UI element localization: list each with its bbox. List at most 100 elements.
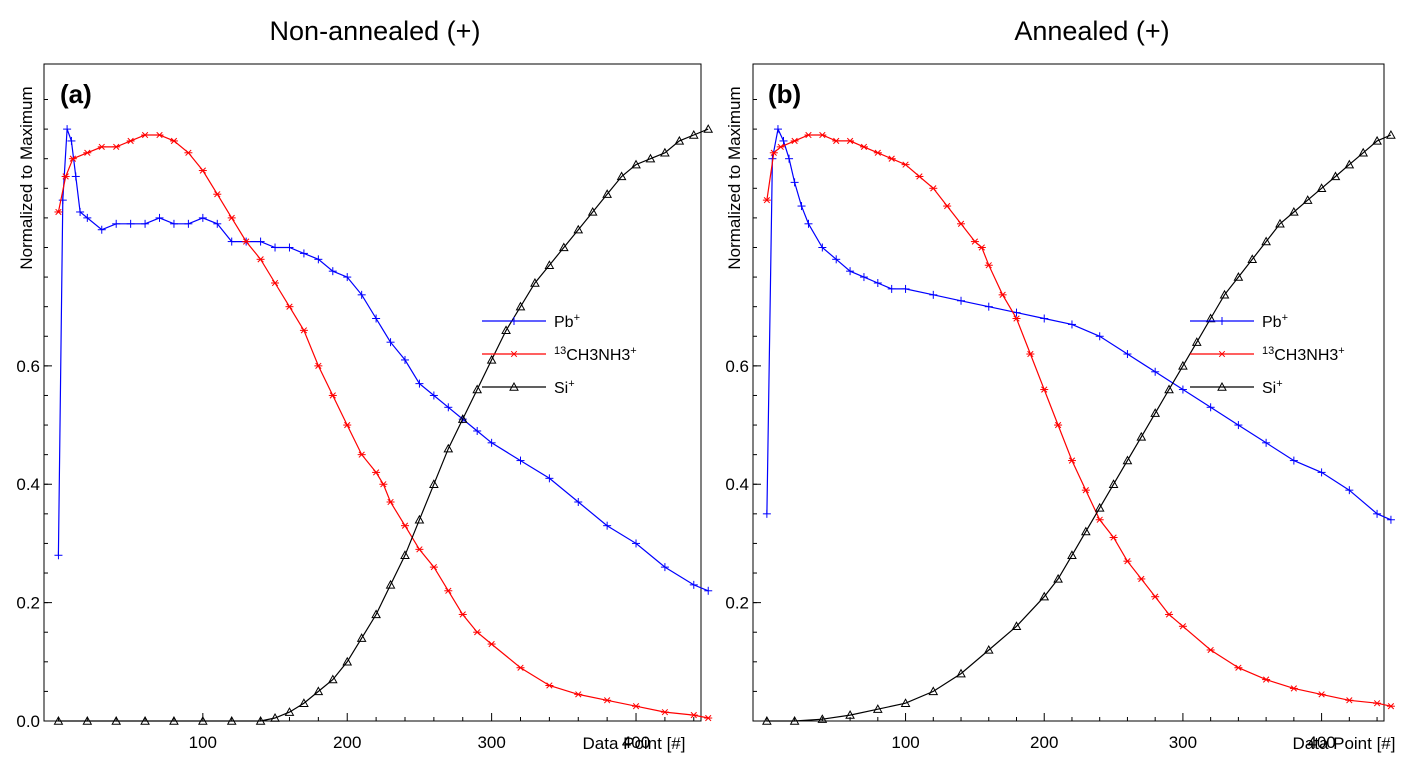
data-point [1039, 591, 1050, 601]
y-tick-label: 0.6 [725, 357, 749, 376]
series-layer [762, 125, 1396, 725]
panel-label: (b) [768, 79, 801, 109]
data-point [873, 279, 882, 287]
data-point [386, 498, 395, 506]
data-point [943, 202, 952, 210]
data-point [372, 314, 381, 323]
data-point [1275, 218, 1285, 228]
panel-annealed: Annealed (+) (b) Normalized to Maximum D… [725, 16, 1396, 753]
x-axis-label: Data Point [#] [582, 734, 685, 753]
series-line [58, 128, 709, 722]
data-point [1094, 502, 1105, 512]
data-point [126, 219, 135, 228]
data-point [1206, 646, 1215, 654]
data-point [141, 219, 150, 228]
data-point [530, 277, 540, 287]
data-point [400, 550, 410, 559]
data-point [587, 206, 598, 216]
data-point [1261, 236, 1271, 246]
data-point [1012, 315, 1021, 322]
data-point [1067, 320, 1076, 329]
data-point [901, 284, 910, 293]
data-point [603, 697, 612, 704]
data-point [1122, 455, 1133, 465]
data-point [357, 290, 366, 299]
data-point [1373, 509, 1382, 518]
data-point [1040, 314, 1049, 323]
series-Si+ [762, 129, 1396, 725]
data-point [473, 629, 482, 636]
data-point [213, 219, 222, 228]
legend-marker [1217, 381, 1227, 391]
data-point [632, 539, 641, 548]
data-point [779, 136, 788, 145]
data-point [328, 392, 337, 399]
data-point [284, 707, 295, 716]
data-point [83, 149, 92, 156]
data-point [1067, 550, 1077, 559]
data-point [285, 243, 294, 252]
data-point [429, 391, 438, 400]
x-tick-label: 100 [189, 733, 217, 752]
data-point [1164, 384, 1174, 394]
data-point [487, 438, 496, 447]
series-line [766, 134, 1392, 707]
data-point [998, 291, 1007, 298]
data-point [271, 279, 280, 287]
data-point [1247, 254, 1258, 264]
data-point [901, 161, 910, 168]
data-point [198, 213, 207, 222]
data-point [1080, 526, 1091, 536]
data-point [545, 682, 554, 689]
data-point [1123, 558, 1132, 565]
data-point [357, 451, 366, 458]
legend-label: 13CH3NH3+ [1262, 345, 1345, 364]
data-point [1206, 403, 1215, 412]
legend-label: Pb+ [1262, 312, 1288, 331]
panel-title: Annealed (+) [1014, 16, 1169, 46]
series-Pb+ [54, 125, 713, 595]
plot-frame [43, 63, 702, 722]
data-point [299, 327, 308, 334]
y-axis-label: Normalized to Maximum [17, 86, 36, 269]
legend-label: 13CH3NH3+ [554, 345, 637, 364]
ticks-layer: 100 200 300 400 0.0 0.2 0.4 0.6 [16, 99, 695, 752]
data-point [574, 498, 583, 506]
data-point [313, 686, 324, 696]
data-point [689, 711, 698, 719]
data-point [1345, 697, 1354, 704]
data-point [632, 703, 641, 710]
data-point [379, 481, 388, 488]
data-point [169, 715, 179, 725]
data-point [255, 715, 266, 725]
data-point [63, 125, 72, 134]
data-point [762, 196, 771, 204]
data-point [859, 143, 868, 151]
data-point [887, 284, 896, 293]
data-point [198, 167, 207, 174]
data-point [1040, 386, 1049, 393]
data-point [126, 137, 135, 145]
y-tick-label: 0.4 [725, 475, 749, 494]
data-point [1081, 487, 1090, 494]
data-point [1026, 350, 1035, 358]
data-point [1386, 129, 1396, 139]
data-point [873, 149, 882, 156]
data-point [515, 301, 526, 311]
data-point [112, 143, 121, 151]
data-point [227, 237, 236, 246]
data-point [184, 149, 193, 156]
y-tick-label: 0.0 [16, 712, 40, 731]
data-point [1150, 408, 1161, 417]
data-point [703, 124, 714, 133]
data-point [769, 149, 778, 156]
legend: Pb+ 13CH3NH3+ Si+ [482, 312, 637, 397]
legend-label: Si+ [1262, 378, 1283, 397]
data-point [54, 551, 63, 560]
legend-label: Pb+ [554, 312, 580, 331]
data-point [1373, 700, 1382, 707]
data-point [846, 267, 855, 276]
data-point [804, 131, 813, 139]
legend-item: Pb+ [482, 312, 580, 331]
legend-marker [509, 381, 519, 391]
